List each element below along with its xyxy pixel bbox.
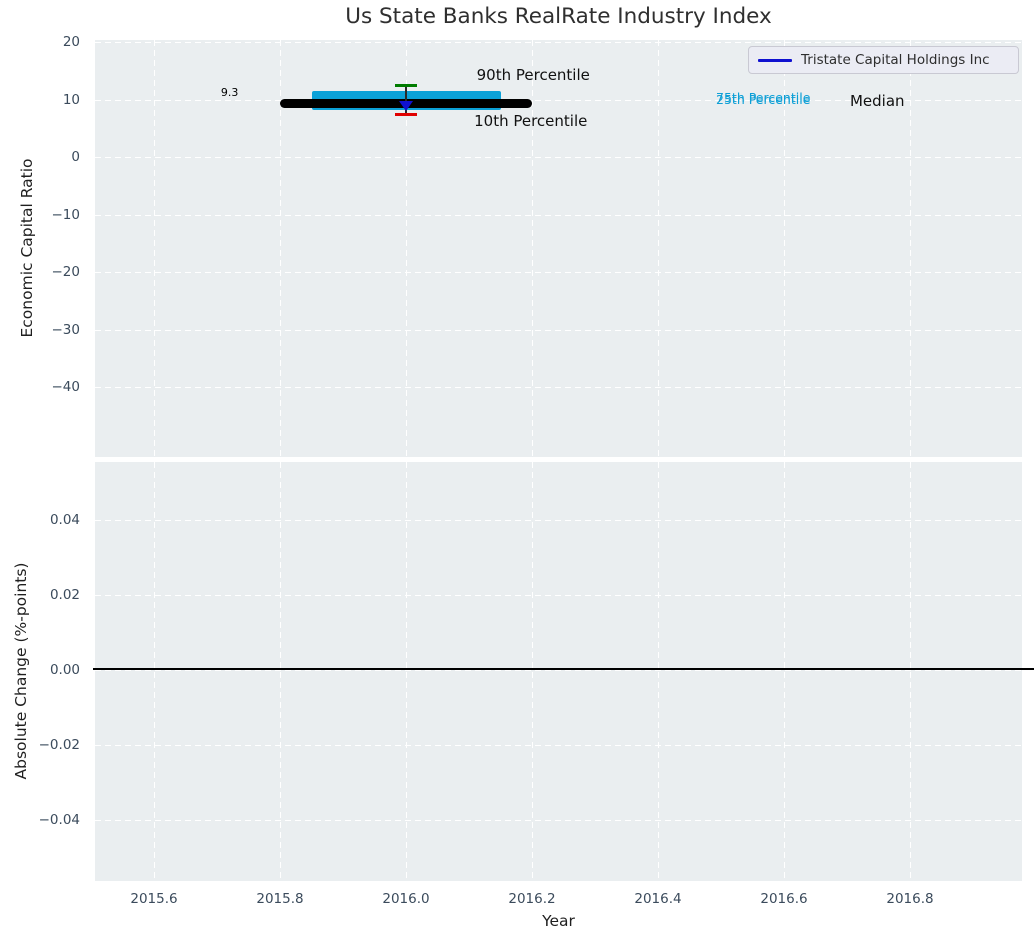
grid-line-h xyxy=(95,157,1022,158)
annotation: 10th Percentile xyxy=(474,111,588,130)
top-axes: 9.3 90th Percentile 10th Percentile 75th Pe… xyxy=(95,40,1022,457)
grid-line-v xyxy=(910,40,911,457)
grid-line-v xyxy=(406,462,407,881)
grid-line-h xyxy=(95,670,1022,671)
grid-line-v xyxy=(406,40,407,457)
x-tick-label: 2016.2 xyxy=(508,891,556,907)
grid-line-v xyxy=(280,40,281,457)
y-tick-label: −30 xyxy=(51,321,81,338)
y-tick-label: 0 xyxy=(71,149,80,165)
grid-line-v xyxy=(784,40,785,457)
legend-label: Tristate Capital Holdings Inc xyxy=(801,52,990,68)
grid-line-v xyxy=(658,40,659,457)
annotation: 9.3 xyxy=(220,86,239,100)
grid-line-h xyxy=(95,520,1022,521)
annotation: 90th Percentile xyxy=(476,65,590,84)
grid-line-h xyxy=(95,595,1022,596)
x-tick-label: 2016.0 xyxy=(382,891,430,907)
grid-line-h xyxy=(95,214,1022,216)
grid-line-h xyxy=(95,99,1022,101)
x-tick-label: 2016.6 xyxy=(760,891,808,907)
annotation: 25th Percentile xyxy=(716,92,811,108)
x-tick-label: 2016.8 xyxy=(886,891,934,907)
grid-line-v xyxy=(910,462,911,881)
x-tick-label: 2015.6 xyxy=(130,891,178,907)
y-tick-label: 10 xyxy=(62,91,80,108)
grid-line-h xyxy=(95,272,1022,273)
top-y-axis-label: Economic Capital Ratio xyxy=(18,158,36,338)
grid-line-v xyxy=(532,462,533,881)
x-tick-label: 2016.4 xyxy=(634,891,682,907)
x-tick-label: 2015.8 xyxy=(256,891,304,907)
p90-cap xyxy=(395,84,417,88)
y-tick-label: −40 xyxy=(51,379,81,395)
grid-line-h xyxy=(95,387,1022,388)
grid-line-v xyxy=(154,40,155,457)
chart-title: Us State Banks RealRate Industry Index xyxy=(345,4,772,29)
y-tick-label: 0.04 xyxy=(49,512,80,528)
y-tick-label: 0.00 xyxy=(49,662,80,678)
grid-line-h xyxy=(95,42,1022,43)
p10-cap xyxy=(395,113,417,117)
grid-line-v xyxy=(784,462,785,881)
grid-line-v xyxy=(154,462,155,881)
grid-line-h xyxy=(95,745,1022,746)
company-marker xyxy=(399,100,413,111)
legend: Tristate Capital Holdings Inc xyxy=(748,46,1019,74)
annotation: Median xyxy=(849,91,905,110)
legend-line-sample xyxy=(758,58,792,62)
grid-line-v xyxy=(532,40,533,457)
zero-line xyxy=(93,668,1034,670)
y-tick-label: −10 xyxy=(51,206,81,223)
whisker-line xyxy=(405,86,407,115)
grid-line-v xyxy=(280,462,281,881)
annotation: 75th Percentile xyxy=(716,89,811,105)
y-tick-label: 20 xyxy=(62,34,80,50)
y-tick-label: −0.04 xyxy=(38,812,80,828)
y-tick-label: −0.02 xyxy=(38,737,80,753)
grid-line-h xyxy=(95,820,1022,821)
bottom-axes xyxy=(95,462,1022,881)
grid-line-v xyxy=(658,462,659,881)
y-tick-label: 0.02 xyxy=(49,587,80,603)
grid-line-h xyxy=(95,329,1022,331)
y-tick-label: −20 xyxy=(51,264,81,280)
x-axis-label: Year xyxy=(542,912,575,930)
